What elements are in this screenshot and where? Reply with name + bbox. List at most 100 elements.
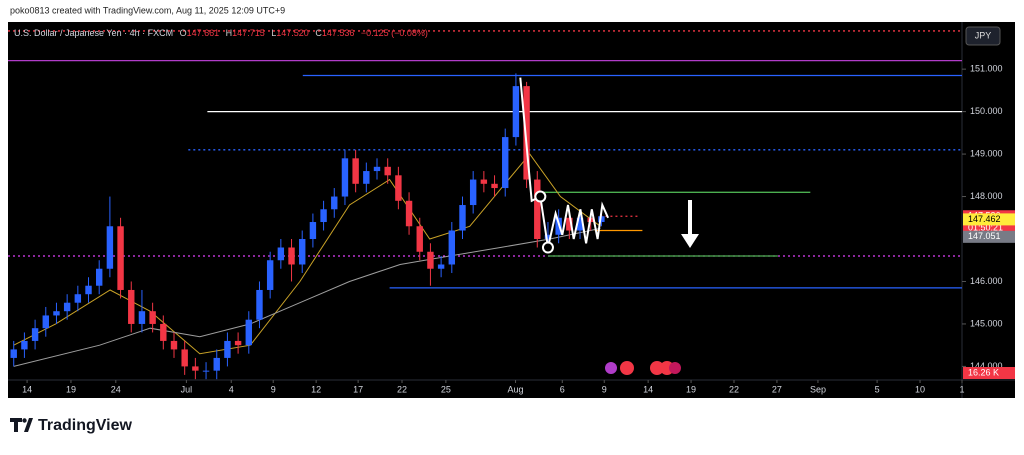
y-tick-label: 144.000 xyxy=(970,361,1003,371)
candle-body xyxy=(256,289,263,320)
candle-body xyxy=(138,311,146,324)
candle-body xyxy=(117,226,124,290)
x-tick-label: Sep xyxy=(810,384,826,394)
x-tick-label: 27 xyxy=(772,384,782,394)
field-value: 147.520 xyxy=(276,28,309,38)
x-tick-label: 10 xyxy=(915,384,925,394)
candle-body xyxy=(149,311,156,324)
candle-body xyxy=(395,175,402,201)
y-tick-label: 148.000 xyxy=(970,191,1003,201)
field-value: 147.536 xyxy=(322,28,355,38)
field-key: O xyxy=(180,28,187,38)
price-tag-label: 147.462 xyxy=(968,214,1001,224)
x-tick-label: 1 xyxy=(959,384,964,394)
change: −0.125 (−0.08%) xyxy=(361,28,428,38)
candle-body xyxy=(352,158,359,184)
candle-body xyxy=(181,349,188,367)
candle-body xyxy=(448,230,456,265)
x-tick-label: 19 xyxy=(686,384,696,394)
candle-body xyxy=(85,285,92,295)
x-tick-label: 14 xyxy=(643,384,653,394)
x-tick-label: 19 xyxy=(66,384,76,394)
down-arrow xyxy=(681,200,699,248)
candle-body xyxy=(95,268,103,286)
candle-body xyxy=(74,294,82,303)
field-value: 147.715 xyxy=(232,28,265,38)
plot xyxy=(8,30,962,380)
candle-body xyxy=(544,234,552,240)
x-tick-label: 6 xyxy=(560,384,565,394)
candle-body xyxy=(192,366,199,371)
candle-body xyxy=(309,222,317,240)
candle-body xyxy=(405,200,413,227)
candle-body xyxy=(459,205,466,231)
x-tick-label: 9 xyxy=(602,384,607,394)
candle-body xyxy=(288,247,295,265)
event-icons xyxy=(605,361,681,375)
y-tick-label: 146.000 xyxy=(970,276,1003,286)
candle-body xyxy=(502,137,509,189)
symbol-legend: U.S. Dollar / Japanese Yen · 4h · FXCM O… xyxy=(14,28,428,38)
x-tick-label: 4 xyxy=(229,384,234,394)
candle-body xyxy=(576,217,584,231)
x-tick-label: 5 xyxy=(875,384,880,394)
candle-body xyxy=(202,370,210,372)
field-key: C xyxy=(315,28,322,38)
candle-body xyxy=(106,226,114,269)
x-tick-label: 22 xyxy=(397,384,407,394)
volume-tag xyxy=(963,367,1015,379)
x-tick-label: 9 xyxy=(271,384,276,394)
x-tick-label: 25 xyxy=(441,384,451,394)
x-tick-label: 14 xyxy=(22,384,32,394)
y-tick-label: 145.000 xyxy=(970,318,1003,328)
candle-body xyxy=(128,289,135,324)
candle-body xyxy=(598,216,605,223)
x-tick-label: 12 xyxy=(311,384,321,394)
candle-body xyxy=(373,166,381,172)
candle-body xyxy=(234,340,242,346)
volume-tag-label: 16.26 K xyxy=(968,367,999,377)
candle-body xyxy=(10,349,17,358)
candle-body xyxy=(31,328,39,341)
chart-background xyxy=(8,22,1015,398)
candle-body xyxy=(480,179,488,184)
x-tick-label: Aug xyxy=(508,384,524,394)
price-tag xyxy=(963,230,1015,243)
candle-body xyxy=(213,357,220,371)
brand-logo xyxy=(10,418,33,432)
currency-button[interactable] xyxy=(965,26,1001,46)
candle-body xyxy=(245,319,252,346)
candle-body xyxy=(566,217,573,231)
field-value: 147.661 xyxy=(187,28,220,38)
candle-body xyxy=(363,171,370,184)
candle-body xyxy=(427,251,434,269)
x-tick-label: 24 xyxy=(111,384,121,394)
candle-body xyxy=(160,323,167,341)
candle-body xyxy=(384,166,391,176)
x-tick-label: 22 xyxy=(729,384,739,394)
candle-body xyxy=(512,86,520,138)
y-tick-label: 149.000 xyxy=(970,148,1003,158)
watermark: poko0813 created with TradingView.com, A… xyxy=(10,5,285,15)
candle-body xyxy=(320,209,327,223)
drawing-circle xyxy=(541,241,554,254)
candle-body xyxy=(416,226,423,252)
x-tick-label: Jul xyxy=(181,384,193,394)
drawing-circle xyxy=(534,190,547,203)
symbol: U.S. Dollar / Japanese Yen · 4h · FXCM xyxy=(14,28,173,38)
field-key: H xyxy=(226,28,233,38)
field-key: L xyxy=(271,28,276,38)
candle-body xyxy=(469,179,477,206)
candle-body xyxy=(266,260,274,290)
candle-body xyxy=(42,315,49,329)
candle-body xyxy=(299,239,306,265)
price-tag-label: 147.051 xyxy=(968,231,1001,241)
candle-body xyxy=(53,311,60,316)
brand-name: TradingView xyxy=(38,417,133,434)
drawing-line xyxy=(519,77,610,248)
x-tick-label: 17 xyxy=(353,384,363,394)
y-tick-label: 150.000 xyxy=(970,106,1003,116)
candle-body xyxy=(523,86,530,180)
candle-body xyxy=(21,340,28,350)
